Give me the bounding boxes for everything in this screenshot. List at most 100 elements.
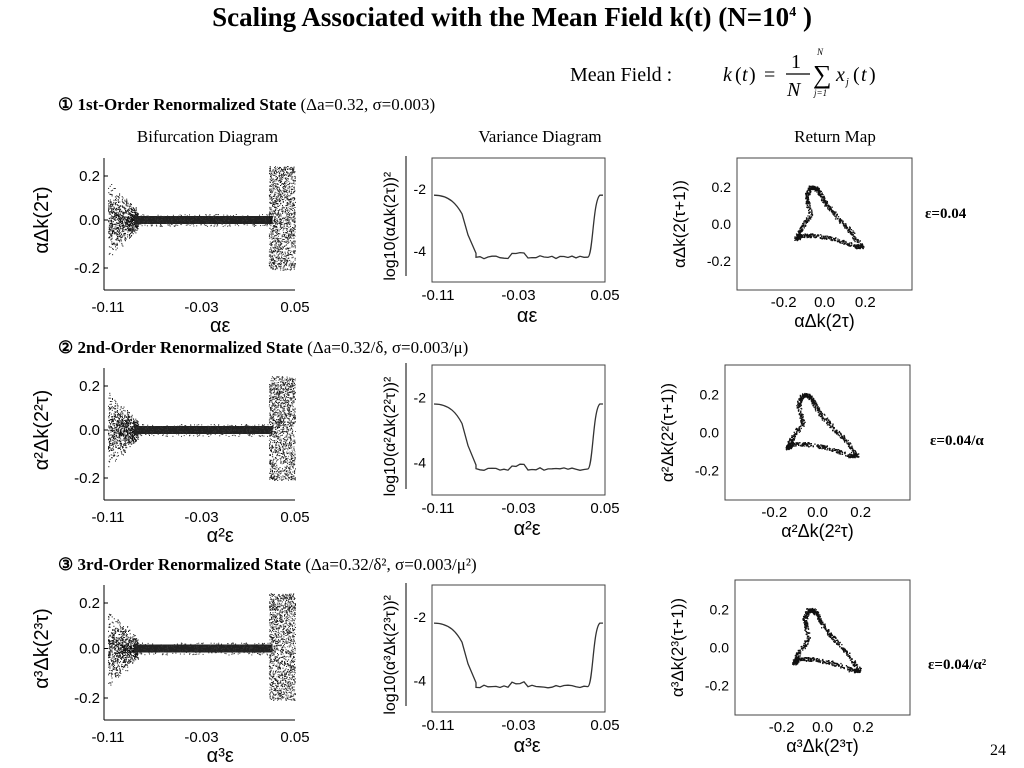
bifurcation-point	[278, 191, 280, 192]
bifurcation-point	[128, 219, 129, 221]
bifurcation-point	[290, 429, 292, 431]
bifurcation-point	[119, 205, 121, 207]
bifurcation-point	[116, 436, 118, 438]
bifurcation-point	[273, 247, 275, 249]
bifurcation-point	[260, 216, 262, 218]
bifurcation-point	[189, 222, 191, 223]
bifurcation-point	[172, 223, 173, 225]
bifurcation-point	[136, 211, 138, 213]
bifurcation-point	[293, 221, 295, 223]
bifurcation-point	[270, 174, 272, 176]
bifurcation-point	[118, 413, 120, 415]
bifurcation-point	[246, 431, 248, 433]
bifurcation-point	[274, 260, 276, 262]
bifurcation-point	[125, 208, 127, 210]
bifurcation-point	[188, 223, 190, 225]
bifurcation-point	[114, 413, 116, 415]
bifurcation-point	[120, 432, 121, 434]
bifurcation-point	[285, 186, 287, 188]
bifurcation-point	[270, 202, 272, 204]
bifurcation-point	[119, 224, 121, 226]
bifurcation-point	[124, 226, 126, 228]
bifurcation-point	[108, 211, 110, 213]
bifurcation-point	[121, 452, 123, 454]
bifurcation-point	[117, 206, 119, 208]
bifurcation-point	[114, 435, 116, 437]
bifurcation-point	[127, 433, 129, 435]
bifurcation-point	[126, 201, 128, 203]
bif-ytick-label: -0.2	[74, 260, 100, 277]
bifurcation-point	[117, 231, 119, 233]
bifurcation-point	[125, 224, 127, 226]
bifurcation-point	[288, 186, 290, 188]
bifurcation-point	[292, 188, 294, 190]
bifurcation-point	[269, 258, 271, 260]
bifurcation-point	[177, 428, 179, 430]
bifurcation-point	[272, 205, 273, 207]
bifurcation-point	[272, 257, 274, 259]
bifurcation-point	[119, 193, 121, 195]
bifurcation-point	[222, 225, 224, 227]
bifurcation-point	[293, 379, 295, 380]
return-map-point	[834, 215, 836, 217]
bifurcation-point	[278, 186, 280, 188]
bifurcation-point	[119, 194, 121, 196]
bifurcation-point	[278, 238, 280, 239]
bifurcation-point	[234, 224, 236, 226]
bifurcation-point	[137, 214, 139, 216]
bifurcation-point	[287, 168, 288, 170]
bifurcation-point	[115, 197, 117, 199]
bifurcation-point	[113, 188, 115, 189]
bifurcation-point	[272, 226, 274, 228]
bifurcation-point	[202, 431, 203, 433]
bifurcation-point	[114, 437, 115, 439]
bifurcation-point	[110, 403, 112, 405]
bifurcation-point	[121, 418, 123, 420]
bifurcation-point	[269, 167, 271, 169]
bifurcation-point	[277, 190, 279, 192]
return-map-point	[833, 214, 835, 216]
bifurcation-point	[109, 199, 111, 201]
bifurcation-point	[287, 196, 289, 198]
bifurcation-point	[276, 238, 278, 240]
bifurcation-point	[264, 217, 266, 219]
bifurcation-point	[274, 269, 276, 271]
bifurcation-point	[121, 217, 123, 219]
bifurcation-point	[160, 426, 162, 428]
bifurcation-point	[276, 166, 278, 168]
var-ytick-label: -2	[414, 181, 427, 197]
bifurcation-point	[272, 217, 273, 219]
bifurcation-point	[290, 202, 292, 204]
bifurcation-point	[109, 233, 111, 235]
bifurcation-point	[213, 217, 215, 218]
bifurcation-point	[193, 225, 195, 227]
bifurcation-point	[143, 424, 145, 426]
bifurcation-point	[241, 424, 243, 426]
bifurcation-point	[135, 232, 137, 234]
bifurcation-point	[294, 171, 296, 173]
bifurcation-point	[294, 190, 296, 192]
bifurcation-point	[127, 410, 128, 412]
ret-ytick-label: -0.2	[707, 253, 731, 269]
bifurcation-point	[291, 168, 293, 170]
bifurcation-point	[122, 218, 124, 220]
bifurcation-point	[112, 447, 114, 449]
bifurcation-point	[275, 229, 277, 230]
bifurcation-point	[115, 402, 117, 404]
bifurcation-point	[294, 259, 296, 261]
bifurcation-point	[274, 185, 276, 187]
bifurcation-point	[289, 254, 291, 255]
bifurcation-point	[280, 224, 282, 226]
return-map-point	[830, 208, 832, 210]
return-map-point	[817, 188, 819, 190]
bifurcation-point	[285, 241, 287, 243]
bifurcation-point	[271, 180, 273, 182]
bifurcation-point	[171, 432, 173, 433]
var-xtick-label: 0.05	[590, 287, 619, 304]
bifurcation-point	[290, 212, 292, 214]
return-map-point	[856, 247, 858, 249]
bifurcation-point	[288, 233, 290, 235]
bifurcation-point	[235, 217, 237, 219]
bifurcation-point	[282, 201, 284, 202]
bifurcation-point	[280, 262, 282, 263]
